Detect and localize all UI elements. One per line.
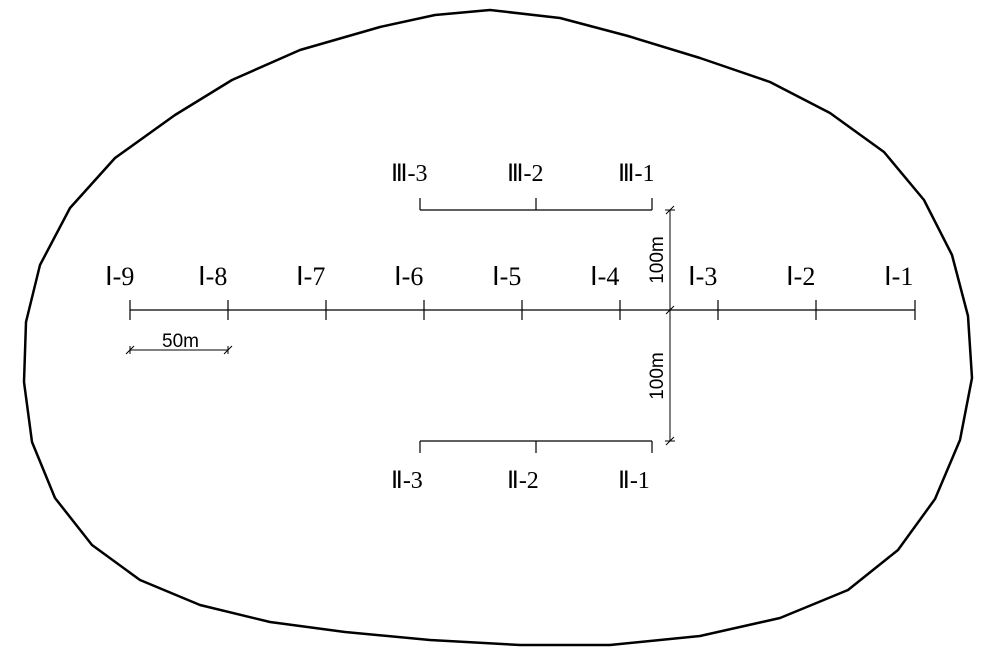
row1-label-3: Ⅰ-6	[394, 262, 423, 291]
dim-100m-upper: 100m	[647, 236, 668, 284]
row1-label-5: Ⅰ-4	[590, 262, 619, 291]
row1-label-8: Ⅰ-1	[884, 262, 913, 291]
dim-50m-label: 50m	[162, 331, 199, 352]
dim-100m-lower: 100m	[647, 352, 668, 400]
row1-label-0: Ⅰ-9	[105, 262, 134, 291]
row1-label-2: Ⅰ-7	[296, 262, 325, 291]
row2-label-1: Ⅱ-2	[507, 468, 539, 494]
row2-label-0: Ⅱ-3	[391, 468, 423, 494]
row1-label-7: Ⅰ-2	[786, 262, 815, 291]
row3-label-0: Ⅲ-3	[391, 161, 428, 187]
row2-label-2: Ⅱ-1	[618, 468, 650, 494]
row1-label-6: Ⅰ-3	[688, 262, 717, 291]
row1-label-1: Ⅰ-8	[198, 262, 227, 291]
row1-label-4: Ⅰ-5	[492, 262, 521, 291]
boundary-outline	[24, 10, 972, 645]
row3-label-2: Ⅲ-1	[618, 161, 655, 187]
row3-label-1: Ⅲ-2	[507, 161, 544, 187]
